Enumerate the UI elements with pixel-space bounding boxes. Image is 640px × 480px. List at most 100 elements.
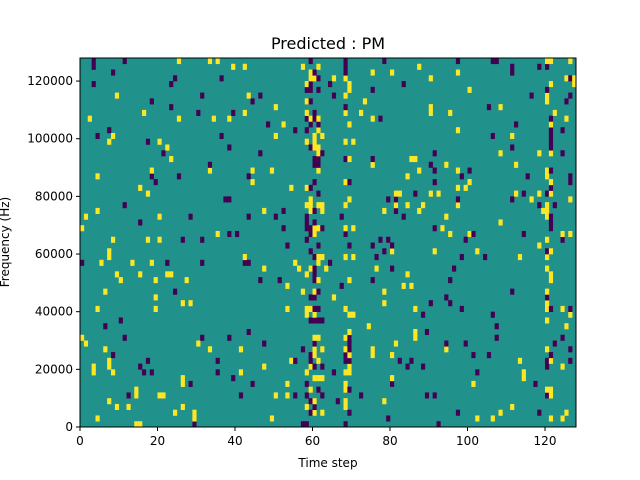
heatmap-cell-high <box>312 334 317 341</box>
heatmap-cell-high <box>560 363 565 370</box>
heatmap-cell-high <box>312 398 317 405</box>
heatmap-cell-high <box>444 346 449 353</box>
heatmap-cell-high <box>455 127 461 134</box>
heatmap-cell-low <box>331 369 337 376</box>
heatmap-cell-high <box>269 415 275 422</box>
heatmap-cell-low <box>494 334 499 341</box>
heatmap-cell-low <box>277 277 282 284</box>
heatmap-cell-low <box>235 230 240 238</box>
heatmap-cell-high <box>498 219 503 226</box>
heatmap-cell-high <box>514 161 519 168</box>
heatmap-cell-high <box>417 167 422 174</box>
heatmap-cell-low <box>223 196 228 203</box>
heatmap-cell-high <box>467 230 472 238</box>
heatmap-cell-low <box>382 58 387 65</box>
heatmap-cell-high <box>316 202 321 209</box>
plot-area <box>80 58 577 428</box>
heatmap-cell-high <box>304 271 309 278</box>
plot-frame <box>79 57 577 428</box>
heatmap-cell-high <box>184 277 189 284</box>
heatmap-cell-high <box>351 254 356 261</box>
heatmap-cell-low <box>250 98 255 105</box>
heatmap-cell-low <box>510 196 515 203</box>
heatmap-cell-low <box>432 392 437 399</box>
heatmap-cell-high <box>548 415 554 422</box>
heatmap-cell-low <box>200 236 205 243</box>
heatmap-cell-high <box>316 115 321 122</box>
heatmap-cell-high <box>312 230 317 238</box>
heatmap-cell-high <box>308 69 313 76</box>
heatmap-cell-high <box>304 311 309 318</box>
heatmap-cell-high <box>320 254 325 261</box>
heatmap-cell-low <box>545 357 550 364</box>
heatmap-cell-high <box>83 213 89 220</box>
heatmap-cell-low <box>545 294 550 301</box>
heatmap-cell-high <box>142 109 147 116</box>
heatmap-cell-low <box>331 92 337 99</box>
heatmap-cell-high <box>300 288 306 295</box>
heatmap-cell-low <box>471 352 476 359</box>
heatmap-cell-high <box>548 248 554 255</box>
heatmap-cell-high <box>304 138 309 145</box>
heatmap-cell-low <box>343 230 348 238</box>
heatmap-cell-low <box>370 277 375 284</box>
heatmap-cell-low <box>494 323 499 330</box>
heatmap-cell-low <box>200 92 205 99</box>
heatmap-cell-high <box>285 392 290 399</box>
y-axis: 0 20000 40000 60000 80000 100000 120000 <box>27 74 80 434</box>
heatmap-cell-high <box>207 346 213 353</box>
heatmap-cell-low <box>545 248 550 255</box>
heatmap-cell-high <box>107 248 112 255</box>
heatmap-cell-low <box>312 109 317 116</box>
heatmap-cell-high <box>405 173 410 180</box>
heatmap-cell-high <box>448 230 453 238</box>
heatmap-cell-high <box>370 69 375 76</box>
heatmap-cell-high <box>312 352 317 359</box>
heatmap-cell-low <box>300 421 306 428</box>
x-tick-label: 20 <box>150 434 165 448</box>
heatmap-cell-high <box>545 202 550 209</box>
heatmap-cell-low <box>316 305 321 312</box>
heatmap-cell-high <box>545 98 550 105</box>
heatmap-cell-low <box>304 380 309 387</box>
heatmap-cell-high <box>359 109 364 116</box>
heatmap-cell-low <box>91 63 96 70</box>
heatmap-cell-low <box>343 352 348 359</box>
heatmap-cell-low <box>552 202 557 209</box>
heatmap-cell-high <box>428 75 433 82</box>
heatmap-cell-low <box>560 334 565 341</box>
heatmap-cell-high <box>370 161 375 168</box>
heatmap-cell-low <box>312 294 317 301</box>
heatmap-cell-high <box>207 167 213 174</box>
heatmap-cell-high <box>552 109 557 116</box>
heatmap-cell-low <box>452 265 457 272</box>
heatmap-cell-low <box>138 219 143 226</box>
heatmap-cell-high <box>95 305 100 312</box>
x-tick-label: 0 <box>76 434 84 448</box>
heatmap-cell-low <box>490 311 495 318</box>
heatmap-cell-low <box>359 392 364 399</box>
heatmap-cell-high <box>413 334 418 341</box>
heatmap-cell-high <box>471 380 476 387</box>
heatmap-cell-high <box>211 115 216 122</box>
heatmap-cell-low <box>316 121 321 128</box>
heatmap-cell-low <box>455 409 461 416</box>
heatmap-cell-high <box>393 340 399 347</box>
heatmap-cell-high <box>560 230 565 238</box>
heatmap-cell-high <box>564 323 569 330</box>
heatmap-cell-low <box>122 334 127 341</box>
heatmap-cell-high <box>273 132 278 140</box>
heatmap-cell-low <box>308 230 313 238</box>
heatmap-cell-low <box>304 421 309 428</box>
heatmap-cell-high <box>405 271 410 278</box>
heatmap-cell-high <box>320 409 325 416</box>
heatmap-cell-low <box>339 213 344 220</box>
heatmap-cell-high <box>308 265 313 272</box>
heatmap-cell-high <box>572 81 577 88</box>
heatmap-cell-low <box>308 86 313 93</box>
heatmap-cell-high <box>568 311 573 318</box>
heatmap-cell-low <box>525 173 530 180</box>
heatmap-cell-high <box>529 196 534 203</box>
heatmap-cell-low <box>308 121 313 128</box>
heatmap-cell-low <box>347 346 352 353</box>
